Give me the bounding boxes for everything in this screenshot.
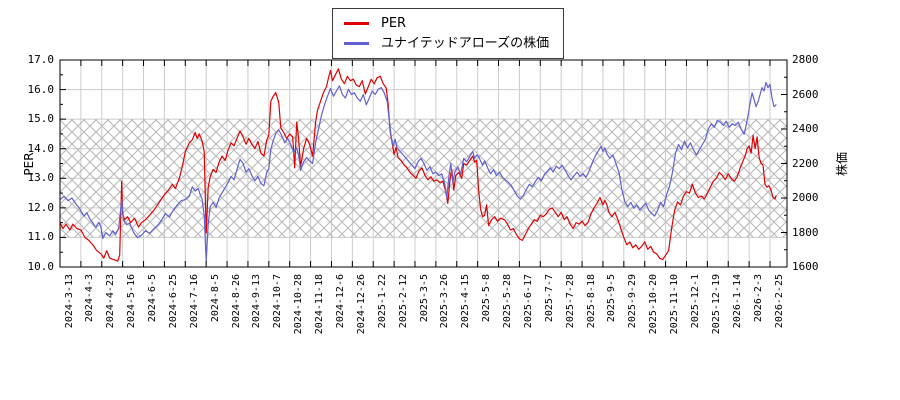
x-axis-tick-label: 2025-7-7 <box>543 274 555 323</box>
x-axis-tick-label: 2024-9-13 <box>251 274 263 329</box>
right-axis-tick-label: 2000 <box>792 191 819 204</box>
right-axis-tick-label: 1600 <box>792 260 819 273</box>
x-axis-tick-label: 2024-12-26 <box>355 274 367 335</box>
x-axis-tick-label: 2024-5-16 <box>126 274 138 329</box>
x-axis-tick-label: 2025-12-1 <box>689 274 701 329</box>
legend: PER ユナイテッドアローズの株価 <box>332 8 565 59</box>
stock-price-series-line <box>59 81 777 262</box>
left-axis-tick-label: 16.0 <box>27 82 55 96</box>
per-series-line <box>59 68 777 262</box>
x-axis-tick-label: 2025-12-19 <box>710 274 722 335</box>
left-axis-tick-label: 11.0 <box>27 230 55 244</box>
x-axis-tick-label: 2025-3-5 <box>418 274 430 323</box>
right-axis-tick-label: 1800 <box>792 225 819 239</box>
left-axis-tick-label: 17.0 <box>27 53 55 66</box>
x-axis-tick-label: 2025-4-15 <box>460 274 472 329</box>
x-axis-tick-label: 2025-5-8 <box>481 274 493 323</box>
left-axis-tick-label: 14.0 <box>27 141 55 155</box>
x-axis-tick-label: 2025-5-28 <box>502 274 514 329</box>
x-axis-tick-label: 2024-6-25 <box>167 274 179 329</box>
x-axis-tick-label: 2025-9-29 <box>627 274 639 329</box>
left-axis-tick-label: 13.0 <box>27 171 55 185</box>
x-axis-tick-label: 2024-8-26 <box>230 274 242 329</box>
x-axis-tick-label: 2024-12-6 <box>334 274 346 329</box>
left-axis-title: PER <box>22 152 36 176</box>
x-axis-tick-label: 2024-10-7 <box>272 274 284 329</box>
x-axis-tick-label: 2025-2-12 <box>397 274 409 329</box>
left-axis-tick-label: 12.0 <box>27 200 55 214</box>
x-axis-tick-label: 2025-1-22 <box>376 274 388 329</box>
stock-price-line-swatch <box>344 42 369 45</box>
x-axis-tick-label: 2025-10-20 <box>648 274 660 335</box>
x-axis-tick-label: 2024-6-5 <box>147 274 159 323</box>
x-axis-tick-label: 2025-7-28 <box>564 274 576 329</box>
left-axis-tick-label: 10.0 <box>27 260 55 273</box>
right-axis-tick-label: 2800 <box>792 53 819 66</box>
legend-label-stock-price: ユナイテッドアローズの株価 <box>381 36 550 51</box>
right-axis-title: 株価 <box>835 151 849 177</box>
legend-item-stock-price: ユナイテッドアローズの株価 <box>344 36 549 51</box>
x-axis-tick-label: 2025-9-5 <box>606 274 618 323</box>
x-axis-tick-label: 2025-8-18 <box>585 274 597 329</box>
right-axis-tick-label: 2200 <box>792 156 819 170</box>
x-axis-tick-label: 2026-2-25 <box>773 274 785 329</box>
x-axis-tick-label: 2026-1-14 <box>731 274 743 329</box>
x-axis-tick-label: 2026-2-3 <box>752 274 764 323</box>
x-axis-tick-label: 2024-7-16 <box>188 274 200 329</box>
x-axis-tick-label: 2024-4-23 <box>105 274 117 329</box>
right-axis-tick-label: 2400 <box>792 122 819 135</box>
x-axis-tick-label: 2024-10-28 <box>293 274 305 335</box>
x-axis-tick-label: 2024-3-13 <box>63 274 75 329</box>
legend-item-per: PER <box>344 16 549 31</box>
x-axis-tick-label: 2025-3-26 <box>439 274 451 329</box>
per-line-swatch <box>344 22 369 25</box>
x-axis-tick-label: 2025-6-17 <box>522 274 534 329</box>
x-axis-tick-label: 2025-11-10 <box>669 274 681 335</box>
right-axis-tick-label: 2600 <box>792 87 819 101</box>
x-axis-tick-label: 2024-8-5 <box>209 274 221 323</box>
left-axis-tick-label: 15.0 <box>27 112 55 126</box>
x-axis-tick-label: 2024-11-18 <box>314 274 326 335</box>
legend-label-per: PER <box>381 16 407 31</box>
x-axis-tick-label: 2024-4-3 <box>84 274 96 323</box>
